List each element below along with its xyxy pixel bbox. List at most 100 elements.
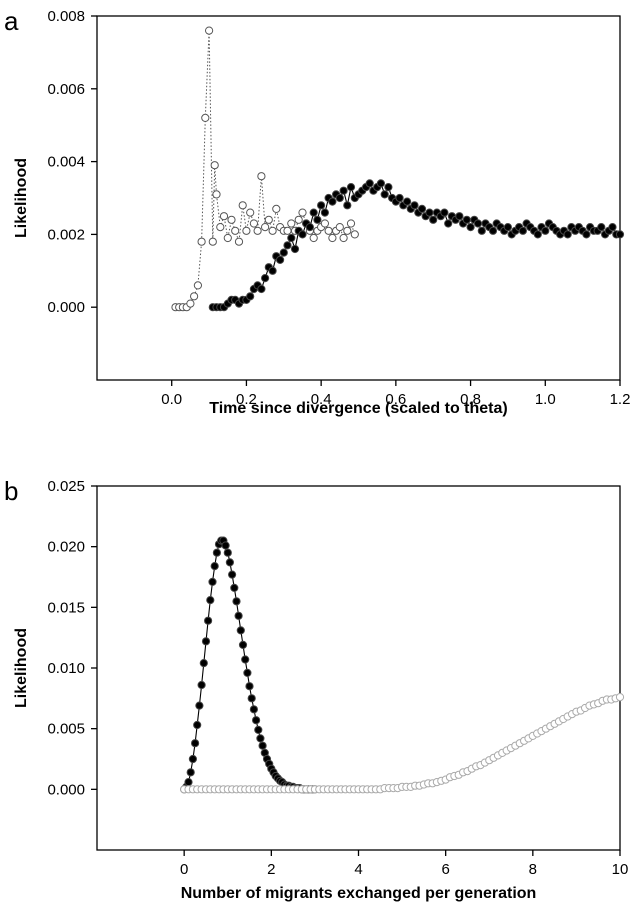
data-point-a-1-87 bbox=[533, 230, 542, 239]
data-point-b-0-32 bbox=[249, 705, 258, 714]
data-point-a-1-100 bbox=[582, 230, 591, 239]
panel-a-letter: a bbox=[4, 6, 19, 36]
y-tick-label-a-0: 0.000 bbox=[47, 299, 85, 316]
data-point-a-1-14 bbox=[261, 274, 270, 283]
data-point-b-0-6 bbox=[193, 720, 202, 730]
data-point-a-1-21 bbox=[287, 233, 296, 243]
data-point-a-0-25 bbox=[261, 223, 270, 232]
y-axis-title-a: Likelihood bbox=[13, 158, 30, 238]
data-point-b-0-7 bbox=[195, 701, 204, 710]
data-point-a-0-26 bbox=[264, 215, 273, 224]
data-point-a-1-62 bbox=[440, 208, 449, 217]
data-point-b-0-30 bbox=[245, 682, 254, 691]
data-point-a-1-72 bbox=[477, 226, 486, 235]
x-tick-label-b-5: 10 bbox=[612, 861, 629, 878]
x-tick-label-a-5: 1.0 bbox=[535, 391, 556, 408]
y-tick-label-b-3: 0.015 bbox=[47, 599, 85, 616]
data-point-a-0-46 bbox=[339, 233, 348, 243]
data-point-a-0-27 bbox=[268, 226, 277, 235]
data-point-b-0-25 bbox=[234, 611, 243, 620]
y-tick-label-a-2: 0.004 bbox=[47, 154, 85, 171]
data-point-a-1-34 bbox=[335, 193, 344, 203]
data-point-a-1-37 bbox=[346, 183, 356, 192]
data-point-b-0-8 bbox=[197, 680, 206, 690]
x-axis-title-a: Time since divergence (scaled to theta) bbox=[209, 400, 507, 417]
data-point-a-1-32 bbox=[328, 197, 337, 206]
data-point-b-0-12 bbox=[206, 596, 215, 605]
data-point-b-0-22 bbox=[228, 570, 237, 579]
data-point-a-0-43 bbox=[328, 233, 337, 243]
data-point-a-0-34 bbox=[294, 215, 303, 224]
panel-b-chart: b 0.000 0.005 0.010 0.015 0.020 0.025 0 2 4 6 8 10 N… bbox=[4, 476, 628, 902]
data-point-a-1-71 bbox=[473, 219, 483, 228]
data-point-a-0-16 bbox=[227, 215, 236, 224]
panel-b-letter: b bbox=[4, 476, 18, 506]
data-point-a-1-19 bbox=[279, 248, 288, 257]
data-point-a-0-45 bbox=[335, 223, 344, 232]
y-tick-label-a-3: 0.006 bbox=[47, 81, 85, 98]
plot-frame-a bbox=[96, 15, 621, 381]
data-point-a-1-63 bbox=[444, 219, 453, 228]
data-point-a-1-79 bbox=[503, 223, 512, 232]
data-point-b-0-23 bbox=[230, 583, 239, 593]
data-point-b-0-19 bbox=[221, 541, 230, 550]
data-point-a-1-58 bbox=[425, 208, 434, 217]
data-point-a-1-10 bbox=[246, 292, 255, 301]
data-point-b-0-35 bbox=[256, 734, 265, 743]
data-point-a-0-35 bbox=[298, 208, 307, 217]
y-tick-label-b-4: 0.020 bbox=[47, 539, 85, 556]
data-point-a-1-59 bbox=[429, 215, 438, 224]
data-point-a-1-66 bbox=[455, 212, 464, 221]
data-point-b-0-2 bbox=[184, 778, 193, 787]
data-point-b-0-20 bbox=[223, 548, 232, 557]
data-point-a-1-45 bbox=[376, 179, 385, 188]
data-point-b-0-15 bbox=[212, 548, 221, 557]
data-point-a-0-42 bbox=[324, 226, 333, 235]
data-point-a-0-6 bbox=[193, 281, 202, 290]
y-tick-label-b-5: 0.025 bbox=[47, 478, 85, 495]
data-point-a-1-104 bbox=[597, 223, 606, 232]
data-point-a-0-15 bbox=[223, 233, 232, 243]
data-point-a-0-8 bbox=[201, 113, 210, 123]
y-axis-title-b: Likelihood bbox=[13, 628, 30, 708]
data-point-a-1-16 bbox=[268, 266, 277, 275]
data-point-a-1-46 bbox=[380, 190, 389, 199]
data-point-a-1-56 bbox=[417, 204, 427, 213]
data-point-a-0-22 bbox=[249, 219, 258, 228]
data-point-b-0-14 bbox=[210, 562, 219, 571]
y-tick-label-b-2: 0.010 bbox=[47, 660, 85, 677]
data-point-b-0-13 bbox=[208, 577, 217, 587]
data-point-a-1-18 bbox=[276, 255, 285, 264]
panel-a-chart: a 0.000 0.002 0.004 0.006 0.008 0.0 0.2 0.4 0.6 0… bbox=[4, 6, 630, 417]
x-tick-label-a-2: 0.4 bbox=[311, 391, 332, 408]
data-point-a-0-48 bbox=[346, 219, 356, 228]
data-point-a-0-9 bbox=[205, 26, 214, 35]
data-point-a-1-50 bbox=[395, 193, 404, 203]
data-point-a-0-41 bbox=[320, 219, 329, 228]
y-tick-label-b-1: 0.005 bbox=[47, 721, 85, 738]
data-point-a-0-5 bbox=[190, 292, 199, 301]
data-point-a-0-7 bbox=[197, 237, 206, 246]
plot-frame-b bbox=[96, 485, 621, 851]
data-point-a-1-47 bbox=[384, 183, 393, 192]
data-point-a-1-83 bbox=[518, 226, 528, 235]
x-tick-label-a-4: 0.8 bbox=[460, 391, 481, 408]
data-point-a-1-75 bbox=[488, 226, 498, 235]
data-point-a-0-32 bbox=[287, 219, 296, 228]
data-point-b-1-100 bbox=[615, 693, 625, 702]
x-tick-label-b-1: 2 bbox=[267, 861, 275, 878]
data-point-a-1-42 bbox=[365, 179, 374, 188]
data-point-a-1-95 bbox=[563, 230, 572, 239]
data-point-a-1-35 bbox=[339, 186, 348, 195]
x-tick-label-a-0: 0.0 bbox=[161, 391, 182, 408]
data-point-a-0-17 bbox=[231, 226, 240, 235]
data-point-b-0-34 bbox=[254, 725, 263, 735]
data-point-a-1-27 bbox=[309, 208, 318, 217]
x-tick-label-b-3: 6 bbox=[441, 861, 449, 878]
data-point-a-1-28 bbox=[313, 215, 322, 224]
data-point-b-0-31 bbox=[247, 694, 256, 703]
data-point-a-0-10 bbox=[208, 237, 217, 246]
y-tick-label-a-4: 0.008 bbox=[47, 8, 85, 25]
data-point-b-0-10 bbox=[201, 637, 211, 646]
